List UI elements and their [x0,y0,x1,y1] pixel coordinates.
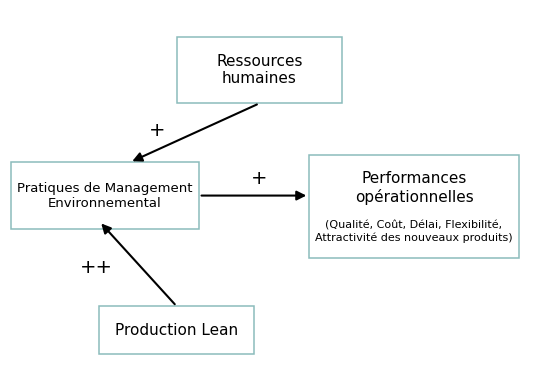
FancyBboxPatch shape [309,155,519,258]
Text: Ressources
humaines: Ressources humaines [216,54,302,86]
FancyBboxPatch shape [11,162,199,229]
Text: (Qualité, Coût, Délai, Flexibilité,
Attractivité des nouveaux produits): (Qualité, Coût, Délai, Flexibilité, Attr… [315,220,513,242]
Text: Pratiques de Management
Environnemental: Pratiques de Management Environnemental [17,182,193,210]
Text: +: + [251,169,268,189]
Text: ++: ++ [80,258,113,277]
Text: Production Lean: Production Lean [115,323,238,338]
Text: +: + [149,121,166,141]
Text: Performances
opérationnelles: Performances opérationnelles [354,171,474,205]
FancyBboxPatch shape [177,37,342,103]
FancyBboxPatch shape [99,306,254,354]
